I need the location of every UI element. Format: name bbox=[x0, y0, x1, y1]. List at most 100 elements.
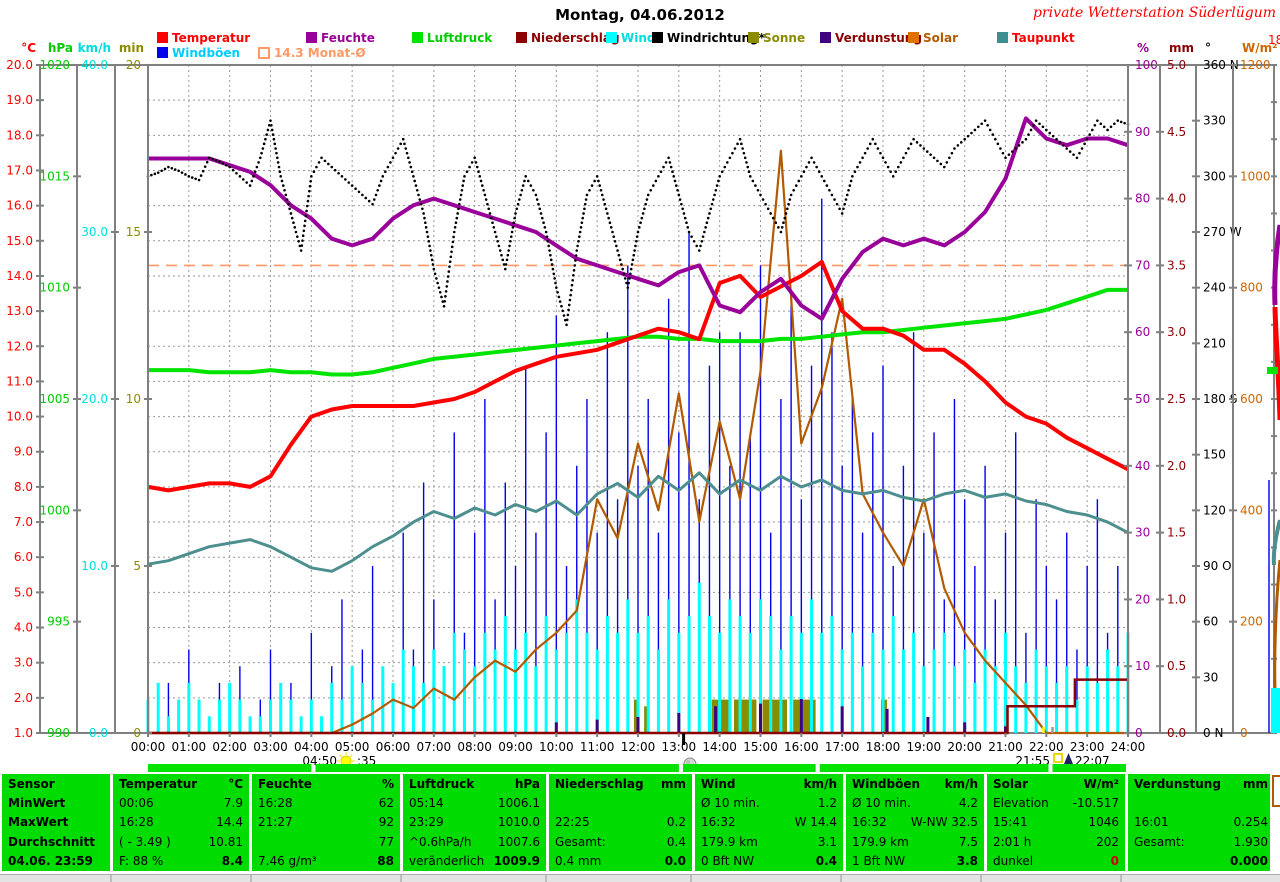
legend-label: Solar bbox=[923, 30, 959, 45]
table-col-windb-en: Windböen km/h Ø 10 min. 4.2 16:32 W-NW 32.5 17… bbox=[846, 774, 984, 871]
svg-text:0: 0 bbox=[1240, 726, 1248, 740]
svg-text:20: 20 bbox=[1135, 592, 1150, 606]
svg-text:0.0: 0.0 bbox=[1167, 726, 1186, 740]
svg-text:360 N: 360 N bbox=[1203, 58, 1239, 72]
svg-text:4.5: 4.5 bbox=[1167, 125, 1186, 139]
legend-item-taupunkt[interactable]: Taupunkt bbox=[997, 31, 1075, 45]
axis-min: 20 15 10 5 0 min bbox=[119, 41, 152, 740]
svg-text:19.0: 19.0 bbox=[6, 93, 33, 107]
svg-text:°: ° bbox=[1205, 41, 1211, 55]
page-title: Montag, 04.06.2012 bbox=[555, 6, 725, 24]
series-layer[interactable] bbox=[146, 116, 1130, 735]
table-row bbox=[549, 793, 692, 812]
svg-text:15.0: 15.0 bbox=[6, 234, 33, 248]
svg-text:19:00: 19:00 bbox=[907, 740, 942, 754]
table-row-label: Durchschnitt bbox=[8, 834, 96, 849]
table-row: Ø 10 min. 4.2 bbox=[852, 796, 978, 811]
svg-text:06:00: 06:00 bbox=[376, 740, 411, 754]
svg-text:1.5: 1.5 bbox=[1167, 526, 1186, 540]
axis-km/h: 40.0 30.0 20.0 10.0 0.0 km/h bbox=[78, 41, 119, 740]
legend-item-niederschlag[interactable]: Niederschlag bbox=[516, 30, 620, 45]
series-windrichtung bbox=[146, 119, 1130, 327]
legend-label: Windrichtung* bbox=[667, 30, 765, 45]
table-row: Ø 10 min. 1.2 bbox=[701, 796, 837, 811]
legend-item-wind[interactable]: Wind bbox=[606, 30, 656, 45]
table-row: 16:32 W 14.4 bbox=[701, 815, 837, 830]
svg-text:1200: 1200 bbox=[1240, 58, 1271, 72]
svg-text:6.0: 6.0 bbox=[14, 550, 33, 564]
svg-text:08:00: 08:00 bbox=[457, 740, 492, 754]
svg-text:10: 10 bbox=[1135, 659, 1150, 673]
svg-text:1.0: 1.0 bbox=[14, 726, 33, 740]
table-row bbox=[1128, 793, 1274, 812]
svg-text:120: 120 bbox=[1203, 503, 1226, 517]
legend-item-verdunstung[interactable]: Verdunstung bbox=[820, 31, 922, 45]
legend-item-14-3-monat-[interactable]: 14.3 Monat-Ø bbox=[258, 46, 366, 60]
table-col-sensor: Sensor MinWert MaxWert Durchschnitt 04.06. 2… bbox=[2, 774, 110, 871]
weather-chart[interactable]: 20.0 19.0 18.0 17.0 16.0 15.0 14.0 13.0 12.0 11.0… bbox=[0, 0, 1280, 772]
svg-text:18.0: 18.0 bbox=[6, 128, 33, 142]
legend-label: Wind bbox=[621, 30, 656, 45]
legend-swatch bbox=[157, 47, 168, 58]
svg-text:10.0: 10.0 bbox=[81, 559, 108, 573]
svg-text:240: 240 bbox=[1203, 281, 1226, 295]
svg-text:8.0: 8.0 bbox=[14, 480, 33, 494]
table-col-temperatur: Temperatur °C 00:06 7.9 16:28 14.4 ( - 3.49 ) 1… bbox=[113, 774, 249, 871]
svg-text:0.0: 0.0 bbox=[89, 726, 108, 740]
table-col-wind: Wind km/h Ø 10 min. 1.2 16:32 W 14.4 179.9 km 3… bbox=[695, 774, 843, 871]
legend-swatch bbox=[606, 32, 617, 43]
legend-label: Niederschlag bbox=[531, 30, 620, 45]
legend-item-feuchte[interactable]: Feuchte bbox=[306, 31, 375, 45]
svg-text:50: 50 bbox=[1135, 392, 1150, 406]
svg-text:0 N: 0 N bbox=[1203, 726, 1223, 740]
axis-mm: 5.0 4.5 4.0 3.5 3.0 2.5 2.0 1.5 1.0 0.5 0.0 mm bbox=[1156, 41, 1194, 740]
table-row: F: 88 % 8.4 bbox=[119, 854, 243, 869]
legend-item-luftdruck[interactable]: Luftdruck bbox=[412, 31, 492, 45]
table-row: Gesamt: 1.930 bbox=[1134, 834, 1268, 849]
svg-text:400: 400 bbox=[1240, 503, 1263, 517]
svg-text:02:00: 02:00 bbox=[212, 740, 247, 754]
svg-text:7.0: 7.0 bbox=[14, 515, 33, 529]
svg-text:4.0: 4.0 bbox=[14, 621, 33, 635]
station-name: private Wetterstation Süderlügum bbox=[1033, 5, 1276, 21]
svg-text:0.5: 0.5 bbox=[1167, 659, 1186, 673]
table-row: 179.9 km 3.1 bbox=[701, 834, 837, 849]
svg-text:1010: 1010 bbox=[39, 281, 70, 295]
svg-text:3.0: 3.0 bbox=[14, 656, 33, 670]
svg-text:min: min bbox=[119, 41, 144, 55]
sensor-stats-table: Sensor MinWert MaxWert Durchschnitt 04.06. 2… bbox=[0, 773, 1278, 872]
legend-item-sonne[interactable]: Sonne bbox=[748, 31, 805, 45]
svg-text:14.0: 14.0 bbox=[6, 269, 33, 283]
svg-text:11.0: 11.0 bbox=[6, 374, 33, 388]
svg-text:22:00: 22:00 bbox=[1029, 740, 1064, 754]
table-row: 05:14 1006.1 bbox=[409, 796, 540, 811]
table-col-header: Wind km/h bbox=[701, 776, 837, 791]
svg-text:24:00: 24:00 bbox=[1111, 740, 1146, 754]
legend-label: Windböen bbox=[172, 45, 240, 60]
legend-swatch bbox=[306, 32, 317, 43]
table-row: 16:01 0.254 bbox=[1134, 815, 1268, 830]
table-row-label: MaxWert bbox=[8, 815, 69, 830]
moonrise-tick bbox=[1051, 727, 1054, 733]
legend-item-solar[interactable]: Solar bbox=[908, 30, 959, 45]
svg-text:11:00: 11:00 bbox=[580, 740, 615, 754]
legend-item-windb-en[interactable]: Windböen bbox=[157, 45, 240, 60]
legend-item-windrichtung-[interactable]: Windrichtung* bbox=[652, 30, 765, 45]
svg-text:30: 30 bbox=[1135, 526, 1150, 540]
legend-swatch bbox=[748, 32, 759, 43]
svg-text:15: 15 bbox=[126, 225, 141, 239]
legend-item-temperatur[interactable]: Temperatur bbox=[157, 31, 250, 45]
svg-text:16:00: 16:00 bbox=[784, 740, 819, 754]
svg-text:13.0: 13.0 bbox=[6, 304, 33, 318]
table-col-header: Niederschlag mm bbox=[555, 776, 686, 791]
svg-text:1000: 1000 bbox=[1240, 169, 1271, 183]
table-row: 15:41 1046 bbox=[993, 815, 1119, 830]
svg-text:20.0: 20.0 bbox=[6, 58, 33, 72]
svg-text:18:00: 18:00 bbox=[866, 740, 901, 754]
series-temperatur bbox=[147, 259, 1129, 493]
svg-text:600: 600 bbox=[1240, 392, 1263, 406]
table-col-header: Temperatur °C bbox=[119, 776, 243, 791]
svg-text:23:00: 23:00 bbox=[1070, 740, 1105, 754]
svg-text:60: 60 bbox=[1203, 615, 1218, 629]
svg-text:40: 40 bbox=[1135, 459, 1150, 473]
